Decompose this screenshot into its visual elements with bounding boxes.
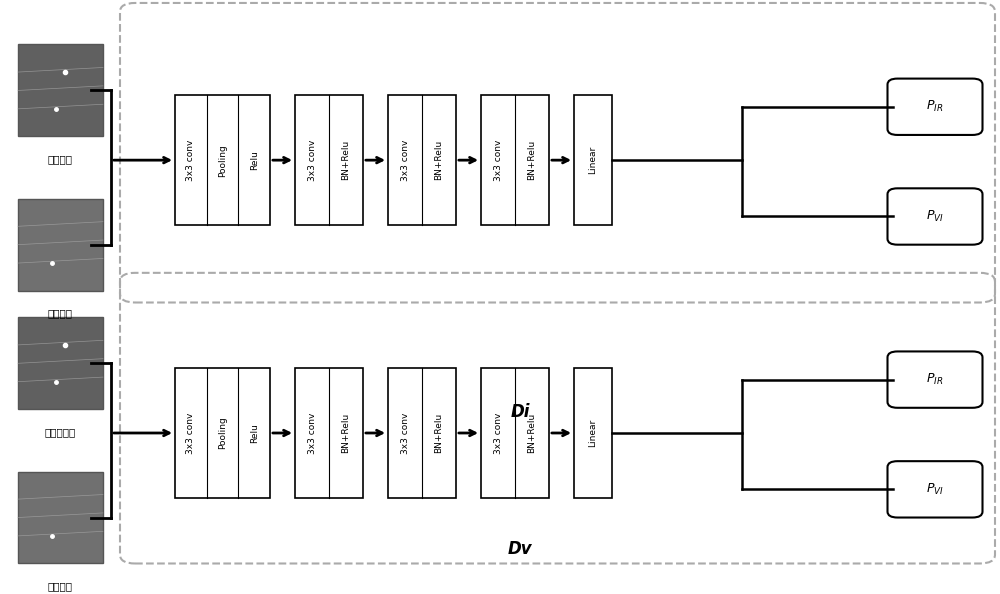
Text: 3x3 conv: 3x3 conv: [494, 412, 503, 454]
Text: 3x3 conv: 3x3 conv: [308, 140, 317, 181]
Text: BN+Relu: BN+Relu: [342, 140, 351, 180]
Text: 可见光图像: 可见光图像: [45, 427, 76, 437]
Text: $P_{IR}$: $P_{IR}$: [926, 99, 944, 114]
FancyBboxPatch shape: [295, 368, 363, 498]
FancyBboxPatch shape: [175, 95, 270, 225]
Text: Linear: Linear: [589, 419, 598, 447]
Bar: [18, 199, 103, 290]
Text: 3x3 conv: 3x3 conv: [494, 140, 503, 181]
Text: $P_{IR}$: $P_{IR}$: [926, 372, 944, 387]
Text: 3x3 conv: 3x3 conv: [308, 412, 317, 454]
FancyBboxPatch shape: [888, 78, 982, 135]
Text: BN+Relu: BN+Relu: [342, 413, 351, 453]
FancyBboxPatch shape: [388, 368, 456, 498]
Text: BN+Relu: BN+Relu: [434, 140, 444, 180]
FancyBboxPatch shape: [175, 368, 270, 498]
FancyBboxPatch shape: [295, 95, 363, 225]
Text: Relu: Relu: [250, 150, 259, 170]
Text: $P_{VI}$: $P_{VI}$: [926, 209, 944, 224]
FancyBboxPatch shape: [888, 188, 982, 245]
FancyBboxPatch shape: [574, 95, 612, 225]
Text: 3x3 conv: 3x3 conv: [186, 140, 195, 181]
Bar: [18, 472, 103, 564]
FancyBboxPatch shape: [888, 461, 982, 517]
FancyBboxPatch shape: [481, 368, 549, 498]
Text: 融合图像: 融合图像: [48, 582, 73, 591]
Text: Linear: Linear: [589, 146, 598, 174]
Bar: [18, 45, 103, 137]
Bar: [18, 317, 103, 409]
Text: 3x3 conv: 3x3 conv: [186, 412, 195, 454]
Text: $P_{VI}$: $P_{VI}$: [926, 482, 944, 497]
FancyBboxPatch shape: [574, 368, 612, 498]
FancyBboxPatch shape: [888, 352, 982, 408]
Text: BN+Relu: BN+Relu: [528, 140, 537, 180]
FancyBboxPatch shape: [481, 95, 549, 225]
Text: BN+Relu: BN+Relu: [434, 413, 444, 453]
Text: Pooling: Pooling: [218, 144, 227, 176]
Text: 3x3 conv: 3x3 conv: [400, 140, 410, 181]
Text: Di: Di: [510, 403, 530, 421]
Text: 红外图像: 红外图像: [48, 154, 73, 164]
Text: Dv: Dv: [508, 540, 532, 558]
FancyBboxPatch shape: [388, 95, 456, 225]
Text: 融合图像: 融合图像: [48, 308, 73, 318]
Text: Pooling: Pooling: [218, 416, 227, 450]
Text: BN+Relu: BN+Relu: [528, 413, 537, 453]
Text: Relu: Relu: [250, 423, 259, 443]
Text: 3x3 conv: 3x3 conv: [400, 412, 410, 454]
